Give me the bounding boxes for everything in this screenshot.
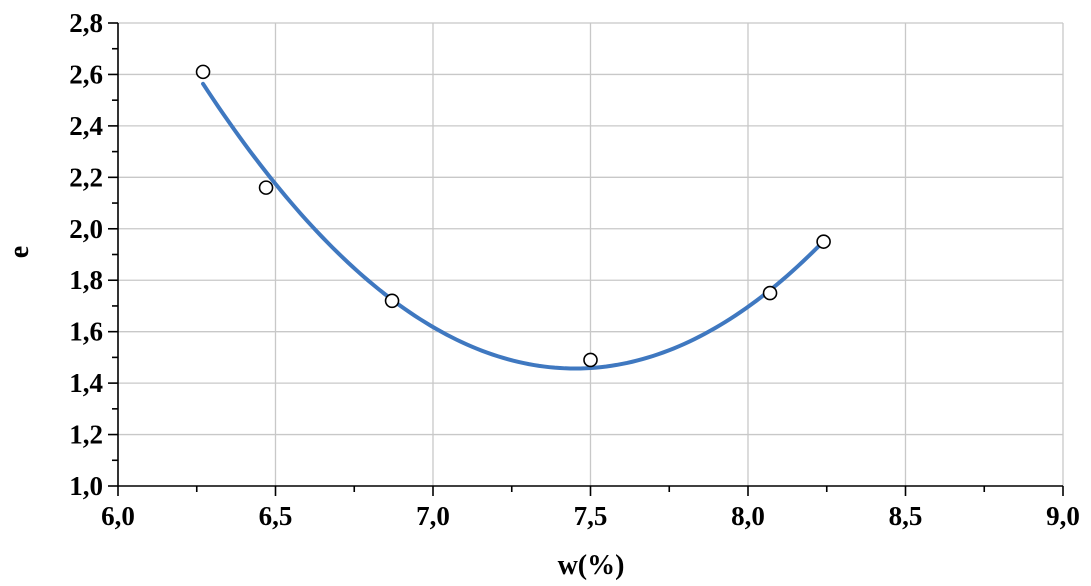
x-tick-label: 7,0 <box>416 501 450 531</box>
data-point <box>195 64 211 80</box>
data-points <box>195 64 831 368</box>
data-point <box>816 234 831 249</box>
y-tick-label: 2,4 <box>69 111 103 141</box>
trendline <box>201 81 826 371</box>
y-tick-label: 1,2 <box>69 420 103 450</box>
y-tick-label: 1,6 <box>69 317 103 347</box>
data-point <box>762 285 778 301</box>
data-point <box>258 180 274 195</box>
y-tick-label: 2,0 <box>69 214 103 244</box>
y-axis-title: e <box>4 246 35 258</box>
y-tick-label: 2,8 <box>69 8 103 38</box>
data-point <box>583 352 598 368</box>
y-tick-label: 2,2 <box>69 162 103 192</box>
x-tick-label: 8,0 <box>731 501 765 531</box>
y-tick-label: 1,0 <box>69 471 103 501</box>
y-tick-label: 1,4 <box>69 368 103 398</box>
x-tick-label: 9,0 <box>1046 501 1080 531</box>
x-tick-label: 6,5 <box>259 501 293 531</box>
x-tick-label: 6,0 <box>101 501 135 531</box>
x-axis-title: w(%) <box>558 550 625 581</box>
y-tick-label: 1,8 <box>69 265 103 295</box>
trendline-layer <box>201 81 826 371</box>
x-tick-label: 7,5 <box>574 501 608 531</box>
data-point <box>384 293 400 309</box>
x-tick-label: 8,5 <box>889 501 923 531</box>
y-tick-label: 2,6 <box>69 59 103 89</box>
tick-labels: 1,0 1,2 1,4 1,6 1,8 2,0 2,2 2,4 2,6 2,8 6,0 6,5 7,0 7… <box>69 8 1080 531</box>
axes <box>108 22 1064 496</box>
grid <box>118 22 1064 486</box>
